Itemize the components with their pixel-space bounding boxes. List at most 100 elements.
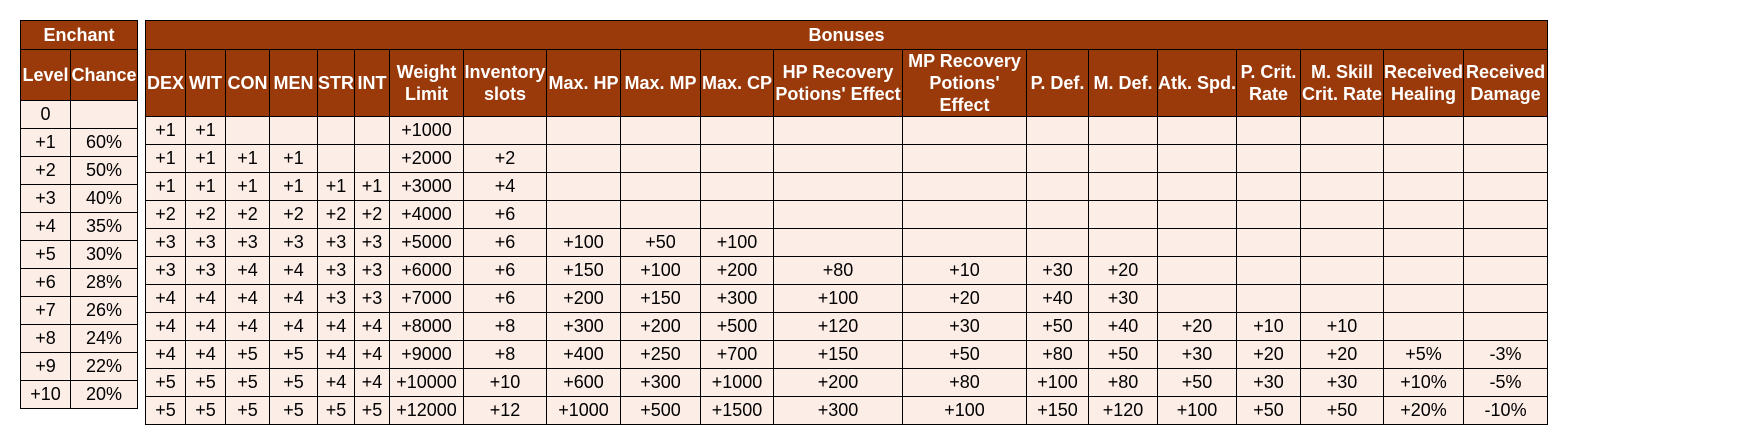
table-cell-hp-recovery-potions-effect: +120 [773, 312, 903, 341]
table-cell-int [354, 144, 390, 173]
table-cell-mp-recovery-potions-effect [902, 228, 1027, 257]
table-cell-mp-recovery-potions-effect: +80 [902, 368, 1027, 397]
table-cell-inventory-slots: +2 [463, 144, 547, 173]
table-cell-received-damage [1463, 144, 1549, 173]
table-cell-max-cp [700, 200, 774, 229]
table-cell-p-def: +30 [1026, 256, 1089, 285]
table-cell-con: +5 [225, 396, 270, 425]
table-cell-hp-recovery-potions-effect: +100 [773, 284, 903, 313]
table-cell-received-healing [1382, 312, 1465, 341]
table-cell-weight-limit: +7000 [389, 284, 464, 313]
table-cell-dex: +4 [145, 284, 186, 313]
table-cell-hp-recovery-potions-effect [773, 228, 903, 257]
table-cell-int: +1 [354, 172, 390, 201]
table-cell-level: +4 [20, 212, 71, 241]
table-cell-max-mp: +500 [620, 396, 701, 425]
table-cell-m-def: +80 [1088, 368, 1158, 397]
table-cell-received-healing: +10% [1382, 368, 1465, 397]
table-cell-m-def [1088, 172, 1158, 201]
table-cell-men: +5 [269, 340, 318, 369]
table-cell-max-cp [700, 172, 774, 201]
table-cell-con: +5 [225, 368, 270, 397]
table-cell-max-cp: +100 [700, 228, 774, 257]
bonuses-table: Bonuses DEX WIT CON MEN STR INT Weight Limit In… [144, 20, 1549, 425]
table-cell-level: +9 [20, 352, 71, 381]
table-cell-men: +5 [269, 396, 318, 425]
table-cell-chance: 24% [70, 324, 138, 353]
table-cell-max-hp: +600 [546, 368, 621, 397]
table-cell-chance: 60% [70, 128, 138, 157]
table-cell-max-hp: +200 [546, 284, 621, 313]
table-cell-dex: +3 [145, 228, 186, 257]
table-cell-chance: 30% [70, 240, 138, 269]
table-row: +3 +3 +4 +4 +3 +3 +6000 +6 +150 +100 +200 +80 +10 +30… [145, 256, 1549, 285]
table-cell-hp-recovery-potions-effect [773, 200, 903, 229]
table-cell-atk-spd [1157, 200, 1237, 229]
enchant-table: Enchant Level Chance 0 +1 60% +2 50% +3 40% +4 35… [20, 20, 138, 409]
table-cell-dex: +3 [145, 256, 186, 285]
table-cell-atk-spd: +100 [1157, 396, 1237, 425]
table-cell-chance: 28% [70, 268, 138, 297]
table-cell-max-cp: +1500 [700, 396, 774, 425]
column-header-p-crit-rate: P. Crit. Rate [1236, 49, 1301, 117]
table-cell-level: +10 [20, 380, 71, 409]
table-cell-inventory-slots: +6 [463, 228, 547, 257]
table-cell-con: +1 [225, 172, 270, 201]
table-cell-mp-recovery-potions-effect [902, 144, 1027, 173]
table-cell-p-crit-rate [1236, 116, 1301, 145]
table-cell-chance: 35% [70, 212, 138, 241]
table-cell-m-def: +30 [1088, 284, 1158, 313]
table-cell-con: +3 [225, 228, 270, 257]
table-cell-con: +5 [225, 340, 270, 369]
table-cell-mp-recovery-potions-effect [902, 116, 1027, 145]
table-cell-p-def: +80 [1026, 340, 1089, 369]
table-cell-weight-limit: +2000 [389, 144, 464, 173]
table-cell-hp-recovery-potions-effect: +300 [773, 396, 903, 425]
table-cell-p-crit-rate [1236, 256, 1301, 285]
column-header-m-def: M. Def. [1088, 49, 1158, 117]
column-header-mp-recovery-potions-effect: MP Recovery Potions' Effect [902, 49, 1027, 117]
table-cell-str: +2 [317, 200, 355, 229]
table-cell-max-hp: +300 [546, 312, 621, 341]
table-cell-dex: +4 [145, 312, 186, 341]
table-cell-men: +4 [269, 256, 318, 285]
table-row: +1 +1 +1 +1 +1 +1 +3000 +4 [145, 172, 1549, 201]
table-cell-received-healing [1382, 228, 1465, 257]
table-cell-wit: +2 [185, 200, 226, 229]
table-cell-con: +2 [225, 200, 270, 229]
table-cell-int: +4 [354, 340, 390, 369]
table-cell-level: +7 [20, 296, 71, 325]
table-cell-chance: 50% [70, 156, 138, 185]
table-row: +1 +1 +1000 [145, 116, 1549, 145]
table-cell-men: +4 [269, 312, 318, 341]
table-cell-p-crit-rate [1236, 144, 1301, 173]
table-cell-mp-recovery-potions-effect: +100 [902, 396, 1027, 425]
table-cell-inventory-slots: +6 [463, 256, 547, 285]
table-cell-men: +4 [269, 284, 318, 313]
table-cell-men: +1 [269, 172, 318, 201]
table-cell-max-hp: +400 [546, 340, 621, 369]
table-cell-wit: +5 [185, 368, 226, 397]
table-cell-m-skill-crit-rate [1300, 200, 1384, 229]
table-cell-chance: 22% [70, 352, 138, 381]
column-header-con: CON [225, 49, 270, 117]
table-cell-str: +4 [317, 368, 355, 397]
column-header-chance: Chance [70, 49, 138, 101]
table-cell-atk-spd [1157, 256, 1237, 285]
table-cell-mp-recovery-potions-effect [902, 200, 1027, 229]
table-cell-max-cp: +700 [700, 340, 774, 369]
table-cell-max-cp [700, 144, 774, 173]
table-cell-m-skill-crit-rate [1300, 284, 1384, 313]
column-header-received-healing: Received Healing [1382, 49, 1465, 117]
table-cell-m-def: +20 [1088, 256, 1158, 285]
table-cell-received-damage [1463, 256, 1549, 285]
table-cell-max-mp [620, 116, 701, 145]
table-cell-int: +3 [354, 256, 390, 285]
table-cell-level: +8 [20, 324, 71, 353]
table-cell-hp-recovery-potions-effect: +150 [773, 340, 903, 369]
table-row: +3 40% [20, 184, 138, 213]
table-cell-received-healing [1382, 172, 1465, 201]
table-cell-str: +4 [317, 312, 355, 341]
table-cell-max-mp: +50 [620, 228, 701, 257]
table-cell-weight-limit: +6000 [389, 256, 464, 285]
